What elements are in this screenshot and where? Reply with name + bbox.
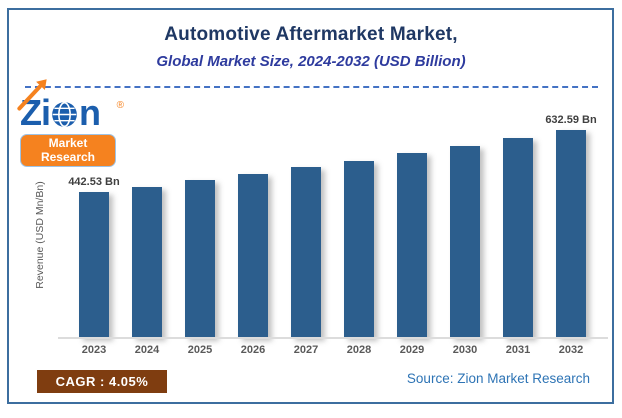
logo-banner: Market Research (20, 134, 116, 167)
x-tick-2030: 2030 (452, 344, 478, 356)
x-tick-2027: 2027 (293, 344, 319, 356)
x-tick-2031: 2031 (505, 344, 531, 356)
x-tick-2026: 2026 (240, 344, 266, 356)
bar-2032 (556, 130, 586, 338)
zion-wordmark: Zi n ® (16, 83, 124, 133)
bar-2028 (344, 161, 374, 338)
bar-slot-2025 (185, 180, 215, 338)
zion-logo: Zi n ® Market Research (16, 83, 124, 167)
bar-2029 (397, 153, 427, 338)
bar-2024 (132, 187, 162, 338)
registered-trademark: ® (116, 100, 124, 111)
globe-icon (52, 101, 77, 128)
bar-slot-2024 (132, 187, 162, 338)
source-attribution: Source: Zion Market Research (406, 371, 590, 386)
bar-slot-2027 (291, 167, 321, 338)
x-tick-2023: 2023 (81, 344, 107, 356)
y-axis-title: Revenue (USD Mn/Bn) (34, 181, 46, 289)
bar-2027 (291, 167, 321, 338)
x-tick-2024: 2024 (134, 344, 160, 356)
bar-slot-2023: 442.53 Bn (68, 176, 120, 338)
bar-slot-2030 (450, 146, 480, 338)
bar-slot-2028 (344, 161, 374, 338)
x-tick-2029: 2029 (399, 344, 425, 356)
x-axis-labels: 2023 2024 2025 2026 2027 2028 2029 2030 2031 2032 (79, 344, 586, 356)
x-tick-2032: 2032 (558, 344, 584, 356)
bar-slot-2032: 632.59 Bn (545, 114, 597, 338)
bar-slot-2031 (503, 138, 533, 338)
x-tick-2028: 2028 (346, 344, 372, 356)
plot-bars: 442.53 Bn 632.59 Bn (68, 103, 597, 338)
bar-slot-2029 (397, 153, 427, 338)
bar-2023 (79, 192, 109, 338)
chart-subtitle: Global Market Size, 2024-2032 (USD Billi… (156, 53, 466, 70)
x-axis-baseline (58, 337, 608, 339)
bar-2031 (503, 138, 533, 338)
bar-slot-2026 (238, 174, 268, 338)
bar-value-label-2023: 442.53 Bn (68, 176, 120, 188)
bar-2025 (185, 180, 215, 338)
bar-2026 (238, 174, 268, 338)
chart-title: Automotive Aftermarket Market, (164, 24, 458, 45)
dashed-separator (25, 86, 598, 88)
cagr-badge: CAGR : 4.05% (37, 370, 167, 393)
logo-text-suffix: n (79, 92, 101, 133)
x-tick-2025: 2025 (187, 344, 213, 356)
bar-2030 (450, 146, 480, 338)
bar-value-label-2032: 632.59 Bn (545, 114, 597, 126)
